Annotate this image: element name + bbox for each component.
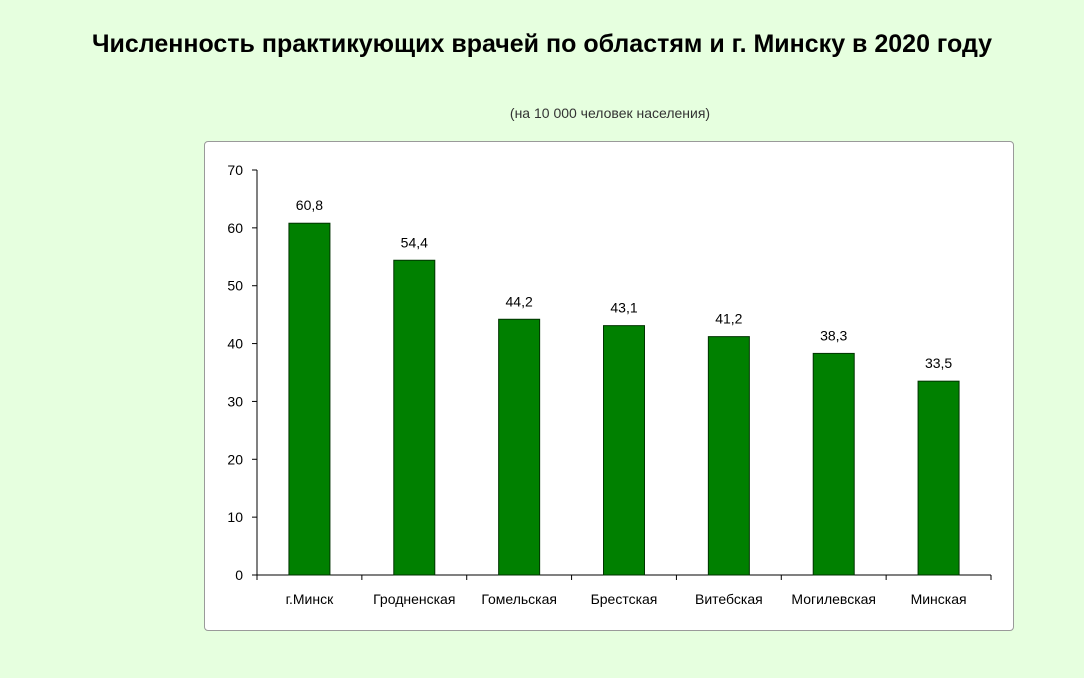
data-label: 54,4 (401, 234, 428, 250)
y-tick-label: 30 (227, 393, 243, 409)
y-tick-label: 40 (227, 336, 243, 352)
data-label: 41,2 (715, 311, 742, 327)
data-label: 43,1 (610, 300, 637, 316)
x-tick-label: Могилевская (791, 591, 876, 607)
chart-subtitle: (на 10 000 человек населения) (509, 105, 711, 121)
bar (288, 222, 331, 576)
data-label: 38,3 (820, 327, 847, 343)
y-tick-label: 20 (227, 451, 243, 467)
page-title: Численность практикующих врачей по облас… (91, 30, 993, 58)
y-tick-label: 10 (227, 509, 243, 525)
y-tick-label: 0 (235, 567, 243, 583)
x-tick-label: Гродненская (373, 591, 455, 607)
chart-bars (288, 222, 960, 576)
x-tick-label: Витебская (695, 591, 763, 607)
data-label: 44,2 (506, 293, 533, 309)
bar-chart: 0 10 20 30 40 50 60 70 60,8 г.Минск 54,4 Гродненска… (227, 162, 992, 607)
data-label: 33,5 (925, 355, 952, 371)
bar (498, 318, 541, 576)
bar (603, 325, 645, 576)
y-tick-label: 60 (227, 220, 243, 236)
x-tick-label: Минская (911, 591, 967, 607)
chart-frame: 0 10 20 30 40 50 60 70 60,8 г.Минск 54,4 Гродненска… (204, 141, 1014, 631)
y-tick-label: 50 (227, 278, 243, 294)
x-tick-label: Гомельская (481, 591, 557, 607)
y-tick-label: 70 (227, 162, 243, 178)
x-tick-label: Брестская (591, 591, 658, 607)
data-label: 60,8 (296, 197, 323, 213)
bar (707, 336, 750, 576)
chart-labels: 0 10 20 30 40 50 60 70 60,8 г.Минск 54,4 Гродненска… (227, 162, 966, 607)
x-tick-label: г.Минск (286, 591, 335, 607)
bar (812, 352, 855, 576)
bar (917, 380, 960, 576)
bar (393, 259, 436, 576)
